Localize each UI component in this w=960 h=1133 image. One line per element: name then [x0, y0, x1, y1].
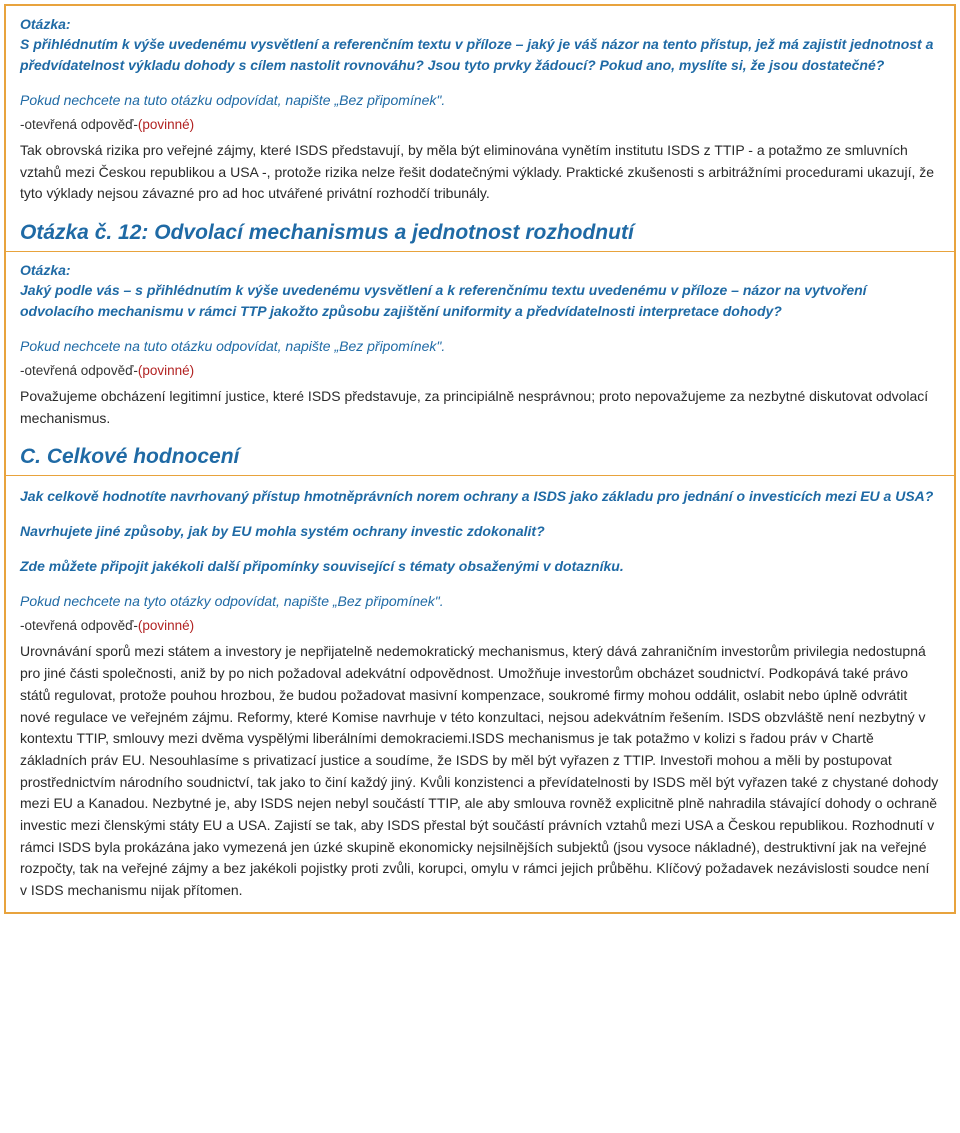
- section-c-block: Jak celkově hodnotíte navrhovaný přístup…: [6, 476, 954, 911]
- open-answer-label: -otevřená odpověď-: [20, 117, 138, 132]
- question-12-block: Otázka: Jaký podle vás – s přihlédnutím …: [6, 252, 954, 439]
- open-answer-tag: -otevřená odpověď-(povinné): [20, 117, 940, 132]
- document-frame: Otázka: S přihlédnutím k výše uvedenému …: [4, 4, 956, 914]
- question-instruction: Pokud nechcete na tyto otázky odpovídat,…: [20, 591, 940, 612]
- question-text: S přihlédnutím k výše uvedenému vysvětle…: [20, 34, 940, 76]
- question-11-block: Otázka: S přihlédnutím k výše uvedenému …: [6, 6, 954, 215]
- open-answer-required: (povinné): [138, 618, 194, 633]
- open-answer-label: -otevřená odpověď-: [20, 618, 138, 633]
- question-instruction: Pokud nechcete na tuto otázku odpovídat,…: [20, 336, 940, 357]
- question-12-heading: Otázka č. 12: Odvolací mechanismus a jed…: [6, 215, 954, 251]
- question-text: Navrhujete jiné způsoby, jak by EU mohla…: [20, 521, 940, 542]
- section-c-heading: C. Celkové hodnocení: [6, 439, 954, 475]
- question-text: Zde můžete připojit jakékoli další připo…: [20, 556, 940, 577]
- open-answer-tag: -otevřená odpověď-(povinné): [20, 363, 940, 378]
- answer-text: Považujeme obcházení legitimní justice, …: [20, 386, 940, 429]
- open-answer-required: (povinné): [138, 363, 194, 378]
- open-answer-label: -otevřená odpověď-: [20, 363, 138, 378]
- answer-text: Tak obrovská rizika pro veřejné zájmy, k…: [20, 140, 940, 205]
- answer-text: Urovnávání sporů mezi státem a investory…: [20, 641, 940, 901]
- question-instruction: Pokud nechcete na tuto otázku odpovídat,…: [20, 90, 940, 111]
- question-label: Otázka:: [20, 16, 940, 32]
- open-answer-tag: -otevřená odpověď-(povinné): [20, 618, 940, 633]
- open-answer-required: (povinné): [138, 117, 194, 132]
- question-label: Otázka:: [20, 262, 940, 278]
- question-text: Jak celkově hodnotíte navrhovaný přístup…: [20, 486, 940, 507]
- question-text: Jaký podle vás – s přihlédnutím k výše u…: [20, 280, 940, 322]
